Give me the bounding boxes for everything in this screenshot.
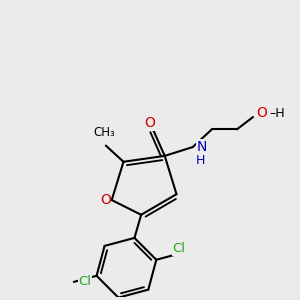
Text: O: O [100, 193, 111, 207]
Text: Cl: Cl [172, 242, 186, 255]
Text: O: O [256, 106, 267, 121]
Text: H: H [196, 154, 206, 167]
Text: –H: –H [269, 107, 285, 120]
Text: CH₃: CH₃ [94, 126, 115, 139]
Text: N: N [196, 140, 207, 154]
Text: O: O [145, 116, 155, 130]
Text: Cl: Cl [78, 275, 91, 288]
